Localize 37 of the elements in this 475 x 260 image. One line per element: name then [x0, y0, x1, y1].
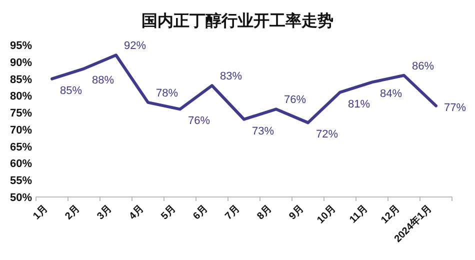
text: 81%: [348, 98, 370, 110]
y-tick-label: 65%: [10, 141, 32, 154]
y-tick-label: 70%: [10, 124, 32, 136]
y-tick-label: 55%: [10, 175, 32, 188]
text: 85%: [60, 84, 82, 97]
text: 77%: [444, 102, 466, 114]
text: 76%: [188, 115, 210, 128]
y-tick-label: 50%: [10, 192, 32, 204]
text: 84%: [380, 88, 402, 100]
text: 73%: [252, 125, 274, 138]
y-tick-label: 90%: [10, 56, 32, 69]
text: 83%: [220, 70, 242, 83]
y-tick-label: 60%: [10, 158, 32, 170]
line-series: [50, 54, 438, 124]
x-tick-label: 6月: [191, 203, 210, 222]
y-tick-label: 80%: [10, 90, 32, 103]
x-tick-label: 2月: [63, 203, 82, 222]
x-tick-label: 12月: [379, 203, 402, 226]
x-tick-label: 11月: [348, 203, 370, 226]
x-tick-label: 7月: [223, 203, 242, 222]
chart-title: 国内正丁醇行业开工率走势: [142, 11, 334, 30]
text: 86%: [412, 60, 434, 72]
y-tick-label: 75%: [10, 108, 32, 120]
x-tick-label: 5月: [159, 203, 178, 222]
text: 76%: [284, 94, 306, 106]
x-tick-label: 1月: [31, 203, 50, 222]
y-tick-label: 85%: [10, 74, 32, 86]
text: 88%: [92, 74, 114, 87]
x-tick-label: 8月: [255, 203, 274, 222]
x-tick-label: 9月: [287, 203, 306, 222]
text: 78%: [156, 87, 178, 100]
y-tick-label: 95%: [10, 40, 32, 52]
x-tick-label: 4月: [127, 203, 146, 222]
text: 92%: [124, 40, 146, 52]
x-tick-label: 3月: [95, 203, 114, 222]
text: 72%: [316, 128, 338, 141]
x-tick-label: 10月: [315, 203, 338, 226]
